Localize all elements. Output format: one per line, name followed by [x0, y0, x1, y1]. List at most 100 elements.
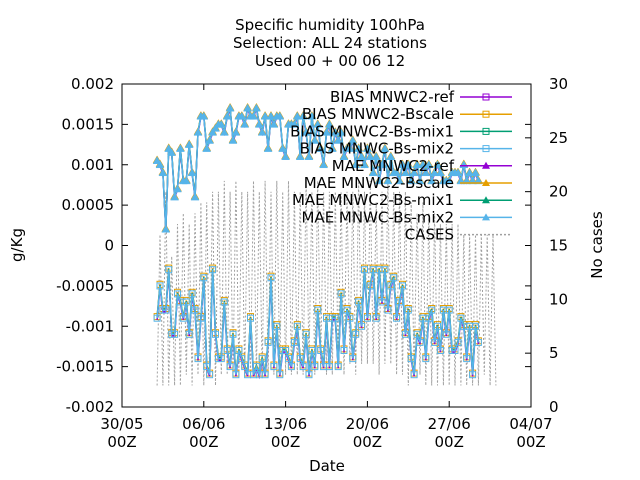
point-bias-3-61 — [331, 314, 339, 322]
point-bias-3-72 — [363, 314, 371, 322]
point-mae-7-63 — [336, 127, 346, 136]
point-mae-7-60 — [327, 144, 337, 152]
point-bias-3-7 — [174, 290, 181, 298]
point-bias-3-37 — [261, 371, 269, 379]
point-bias-3-54 — [311, 363, 319, 371]
point-mae-7-84 — [398, 160, 407, 169]
point-bias-3-45 — [285, 355, 292, 363]
title-line-3: Used 00 + 00 06 12 — [255, 52, 405, 70]
legend-label-8: CASES — [405, 226, 454, 244]
x-tick-sublabel-4: 00Z — [435, 433, 464, 451]
point-mae-7-1 — [155, 160, 165, 169]
point-mae-7-5 — [167, 148, 177, 156]
point-bias-3-83 — [396, 298, 403, 306]
point-mae-7-3 — [161, 224, 171, 233]
point-mae-7-6 — [170, 192, 180, 201]
point-mae-7-31 — [243, 103, 253, 112]
legend-label-2: BIAS MNWC2-Bs-mix1 — [290, 122, 454, 140]
legend-label-7: MAE MNWC-Bs-mix2 — [301, 208, 454, 226]
point-bias-3-28 — [235, 347, 243, 354]
point-mae-7-2 — [158, 168, 168, 177]
point-mae-7-78 — [380, 144, 390, 152]
x-tick-sublabel-3: 00Z — [353, 433, 382, 451]
point-mae-7-26 — [228, 135, 238, 144]
point-bias-3-109 — [472, 322, 479, 330]
point-bias-3-84 — [399, 282, 406, 290]
point-mae-7-67 — [348, 135, 358, 144]
point-bias-3-29 — [238, 355, 246, 363]
point-bias-3-110 — [474, 338, 482, 346]
point-mae-7-95 — [430, 168, 440, 177]
point-mae-7-13 — [190, 192, 200, 201]
point-mae-7-71 — [360, 160, 369, 169]
point-mae-7-55 — [313, 119, 323, 128]
point-bias-3-20 — [212, 330, 219, 338]
point-mae-7-38 — [263, 144, 273, 152]
point-bias-3-96 — [434, 322, 441, 330]
point-bias-3-18 — [206, 371, 214, 379]
x-tick-label-2: 13/06 — [264, 415, 307, 433]
point-mae-7-43 — [278, 144, 288, 152]
point-bias-3-62 — [334, 363, 342, 371]
point-mae-7-56 — [316, 144, 326, 152]
chart-title: Specific humidity 100hPa Selection: ALL … — [233, 16, 427, 70]
point-bias-3-55 — [314, 306, 322, 314]
title-line-1: Specific humidity 100hPa — [235, 16, 425, 34]
point-mae-7-80 — [386, 152, 396, 160]
point-mae-7-53 — [307, 111, 317, 120]
point-mae-7-90 — [415, 176, 425, 185]
point-bias-3-71 — [361, 266, 368, 274]
point-mae-7-22 — [216, 119, 226, 128]
point-bias-3-23 — [220, 298, 228, 306]
y2-tick-label-4: 20 — [549, 183, 568, 201]
point-bias-3-9 — [179, 314, 187, 322]
point-mae-7-83 — [395, 176, 404, 185]
point-mae-7-104 — [456, 176, 466, 185]
point-bias-3-13 — [191, 306, 199, 314]
point-mae-7-74 — [368, 168, 378, 177]
point-mae-7-19 — [208, 127, 218, 136]
y-tick-label-6: 0.001 — [71, 156, 114, 174]
point-mae-7-72 — [362, 144, 372, 152]
legend-marker-3 — [482, 145, 490, 153]
point-bias-3-56 — [317, 347, 325, 354]
point-mae-7-42 — [275, 111, 285, 120]
point-mae-7-110 — [473, 176, 483, 185]
point-mae-7-40 — [269, 119, 279, 128]
x-tick-label-1: 06/06 — [182, 415, 225, 433]
point-mae-7-91 — [418, 160, 428, 169]
point-mae-7-33 — [249, 111, 258, 120]
point-bias-3-24 — [223, 347, 231, 354]
point-bias-3-86 — [404, 306, 412, 314]
point-mae-7-16 — [199, 111, 209, 120]
point-bias-3-25 — [226, 363, 234, 371]
point-bias-3-15 — [197, 314, 205, 322]
point-bias-3-10 — [182, 298, 190, 306]
point-bias-3-81 — [390, 274, 398, 282]
point-bias-3-14 — [194, 355, 202, 363]
point-bias-3-63 — [337, 290, 345, 298]
point-mae-7-79 — [383, 176, 393, 185]
point-mae-7-11 — [184, 140, 194, 148]
point-bias-3-66 — [346, 314, 354, 322]
point-bias-3-51 — [302, 330, 310, 338]
point-bias-3-89 — [413, 330, 421, 338]
legend-marker-4 — [482, 161, 490, 169]
point-mae-7-29 — [237, 111, 247, 120]
point-mae-7-35 — [254, 119, 264, 128]
point-bias-3-17 — [203, 363, 211, 371]
point-mae-7-88 — [409, 168, 419, 177]
point-bias-3-50 — [299, 363, 307, 371]
point-mae-7-27 — [231, 127, 241, 136]
y2-axis-label: No cases — [588, 211, 606, 279]
point-bias-3-104 — [457, 314, 465, 322]
point-bias-3-78 — [381, 266, 389, 274]
y-axis-label: g/Kg — [8, 228, 26, 262]
point-mae-7-73 — [365, 152, 375, 160]
point-bias-3-11 — [185, 330, 193, 338]
point-bias-3-73 — [366, 282, 374, 290]
y2-tick-label-2: 10 — [549, 290, 568, 308]
point-bias-3-27 — [232, 371, 240, 379]
point-mae-7-12 — [187, 168, 197, 177]
